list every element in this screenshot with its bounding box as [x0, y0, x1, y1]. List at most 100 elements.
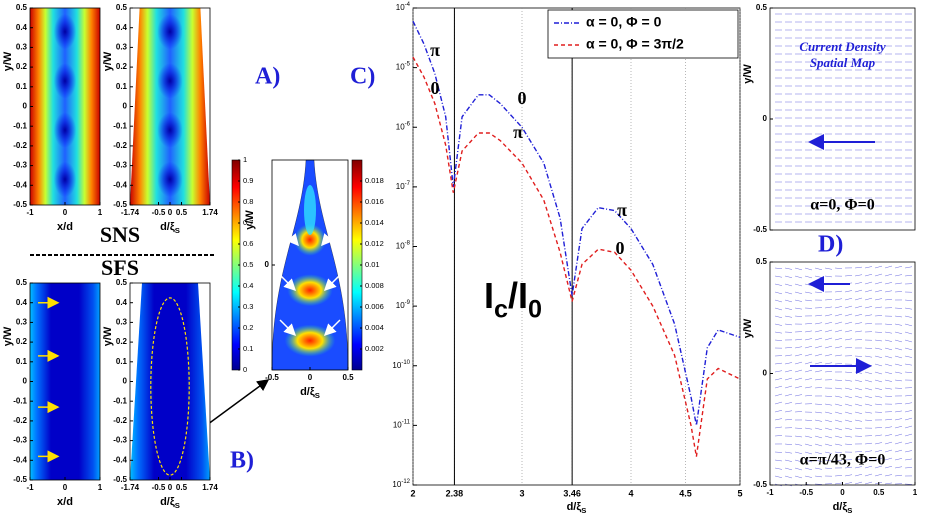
vector-stroke — [844, 419, 853, 423]
vector-stroke — [904, 402, 913, 405]
vector-stroke — [814, 475, 823, 478]
vector-stroke — [834, 395, 843, 398]
y-tick-label: -0.2 — [13, 416, 27, 425]
vector-stroke — [804, 419, 813, 421]
vector-stroke — [834, 354, 843, 357]
vector-stroke — [804, 291, 813, 294]
x-tick-label: 0 — [308, 373, 313, 382]
y-tick-label: 0.4 — [116, 298, 128, 307]
vector-stroke — [784, 267, 793, 270]
x-tick-label: 2.38 — [446, 488, 464, 498]
panel — [774, 265, 913, 487]
vector-stroke — [834, 298, 843, 301]
vector-stroke — [784, 475, 793, 479]
x-tick-label: 3.46 — [563, 488, 581, 498]
colorbar-tick-label: 0.012 — [365, 239, 384, 248]
vector-stroke — [874, 449, 883, 453]
x-tick-label: 1 — [913, 488, 918, 497]
y-tick-label: 0.5 — [116, 278, 128, 287]
vector-stroke — [874, 473, 883, 477]
vector-stroke — [824, 267, 833, 270]
vector-stroke — [794, 377, 803, 381]
vector-stroke — [824, 403, 833, 406]
vector-stroke — [884, 457, 893, 461]
y-tick-label: -0.5 — [753, 225, 767, 234]
phase-annotation: π — [430, 40, 440, 60]
axis-label-part: d/ξ — [833, 501, 848, 513]
vector-stroke — [784, 275, 793, 278]
flow-arrow — [284, 229, 299, 247]
vector-stroke — [794, 385, 803, 389]
heatmap-blob — [53, 13, 77, 50]
y-tick-label: 0.1 — [116, 82, 128, 91]
vector-stroke — [864, 297, 873, 301]
vector-stroke — [814, 353, 823, 357]
axis-label: d/ξS — [160, 496, 180, 510]
panel — [30, 8, 100, 205]
vector-stroke — [794, 338, 803, 341]
vector-stroke — [794, 307, 803, 310]
vector-stroke — [814, 361, 823, 365]
vector-stroke — [854, 411, 863, 414]
axis-label-part: I — [484, 275, 494, 316]
y-tick-label: 0.3 — [116, 318, 128, 327]
vector-stroke — [874, 363, 883, 367]
vector-stroke — [884, 355, 893, 359]
y-tick-label: -0.5 — [113, 475, 127, 484]
vector-stroke — [824, 427, 833, 431]
vector-stroke — [814, 451, 823, 455]
vector-stroke — [904, 371, 913, 373]
vector-stroke — [784, 354, 793, 357]
vector-stroke — [894, 441, 903, 445]
vector-stroke — [774, 283, 783, 286]
vector-stroke — [804, 323, 813, 325]
colorbar-tick-label: 0.5 — [243, 260, 253, 269]
vector-stroke — [884, 434, 893, 437]
x-tick-label: 1.74 — [202, 208, 218, 217]
vector-stroke — [894, 291, 903, 293]
y-tick-label: -0.3 — [13, 161, 27, 170]
panel — [130, 283, 210, 480]
vector-stroke — [794, 467, 803, 471]
vector-stroke — [814, 427, 823, 430]
vector-stroke — [794, 354, 803, 357]
vector-stroke — [884, 371, 893, 375]
vector-stroke — [874, 265, 883, 269]
vector-stroke — [874, 465, 883, 469]
axis-label: d/ξS — [833, 501, 853, 515]
colorbar-tick-label: 0.002 — [365, 344, 384, 353]
axis-label-sub: S — [175, 226, 180, 235]
vector-stroke — [894, 282, 903, 285]
heatmap-hot — [294, 223, 326, 256]
vector-stroke — [904, 315, 913, 318]
vector-stroke — [864, 322, 873, 325]
heatmap-blob — [157, 161, 183, 198]
y-tick-label: -0.1 — [113, 121, 127, 130]
colorbar-tick-label: 0.1 — [243, 344, 253, 353]
vector-stroke — [844, 275, 853, 277]
panel-note: Spatial Map — [810, 55, 876, 70]
y-tick-label: 0.1 — [16, 357, 28, 366]
vector-stroke — [824, 354, 833, 357]
vector-stroke — [884, 265, 893, 269]
x-tick-label: -1.74 — [121, 483, 140, 492]
vector-stroke — [784, 459, 793, 462]
x-tick-label: 2 — [410, 488, 415, 498]
x-tick-label: 1 — [98, 483, 103, 492]
panel-label: B) — [230, 448, 254, 474]
vector-stroke — [894, 339, 903, 343]
flow-arrow — [321, 229, 336, 247]
y-axis-label: y/W — [244, 210, 256, 230]
vector-stroke — [874, 306, 883, 309]
axis-label-part: d/ξ — [300, 386, 315, 398]
vector-stroke — [794, 283, 803, 287]
vector-stroke — [874, 427, 883, 429]
y-tick-label: -0.1 — [13, 121, 27, 130]
vector-stroke — [854, 473, 863, 477]
y-tick-label: 0.4 — [16, 23, 28, 32]
vector-stroke — [844, 338, 853, 341]
phase-annotation: 0 — [616, 238, 625, 258]
vector-stroke — [804, 386, 813, 389]
colorbar-tick-label: 0.006 — [365, 302, 384, 311]
vector-stroke — [844, 379, 853, 382]
